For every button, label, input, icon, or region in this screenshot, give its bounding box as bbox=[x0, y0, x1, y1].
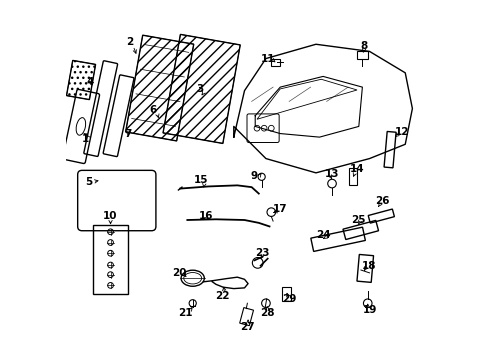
Text: 1: 1 bbox=[82, 134, 89, 144]
Text: 4: 4 bbox=[86, 77, 94, 87]
Bar bbox=[348, 168, 356, 185]
Bar bbox=[282, 287, 290, 301]
Bar bbox=[93, 225, 128, 294]
Text: 8: 8 bbox=[360, 41, 367, 51]
Text: 15: 15 bbox=[193, 175, 208, 185]
Bar bbox=[271, 59, 280, 66]
Text: 20: 20 bbox=[172, 268, 186, 278]
Text: 23: 23 bbox=[255, 248, 269, 258]
Text: 22: 22 bbox=[215, 291, 229, 301]
Text: 11: 11 bbox=[260, 54, 274, 64]
Text: 28: 28 bbox=[260, 308, 274, 318]
Text: 21: 21 bbox=[178, 308, 192, 318]
Bar bbox=[383, 131, 395, 168]
Text: 3: 3 bbox=[196, 84, 203, 94]
Text: 27: 27 bbox=[240, 322, 254, 332]
Text: 29: 29 bbox=[282, 294, 296, 303]
Bar bbox=[342, 220, 378, 239]
Text: 2: 2 bbox=[125, 37, 133, 48]
Text: 10: 10 bbox=[103, 211, 118, 221]
Text: 5: 5 bbox=[84, 177, 92, 187]
Text: 18: 18 bbox=[362, 261, 376, 271]
Text: 16: 16 bbox=[198, 211, 213, 221]
Text: 26: 26 bbox=[374, 197, 388, 206]
Text: 17: 17 bbox=[272, 204, 287, 214]
Text: 24: 24 bbox=[316, 230, 330, 240]
Text: 14: 14 bbox=[349, 164, 364, 174]
Text: 13: 13 bbox=[324, 168, 339, 179]
Polygon shape bbox=[257, 79, 356, 119]
Bar bbox=[239, 307, 253, 326]
Text: 6: 6 bbox=[149, 105, 156, 115]
Bar bbox=[356, 255, 373, 282]
Text: 12: 12 bbox=[394, 127, 409, 137]
Text: 7: 7 bbox=[124, 129, 132, 139]
Text: 9: 9 bbox=[250, 171, 258, 181]
Bar bbox=[367, 209, 394, 223]
Bar bbox=[310, 227, 365, 251]
Bar bbox=[356, 51, 367, 59]
Text: 19: 19 bbox=[362, 305, 377, 315]
Text: 25: 25 bbox=[351, 215, 366, 225]
